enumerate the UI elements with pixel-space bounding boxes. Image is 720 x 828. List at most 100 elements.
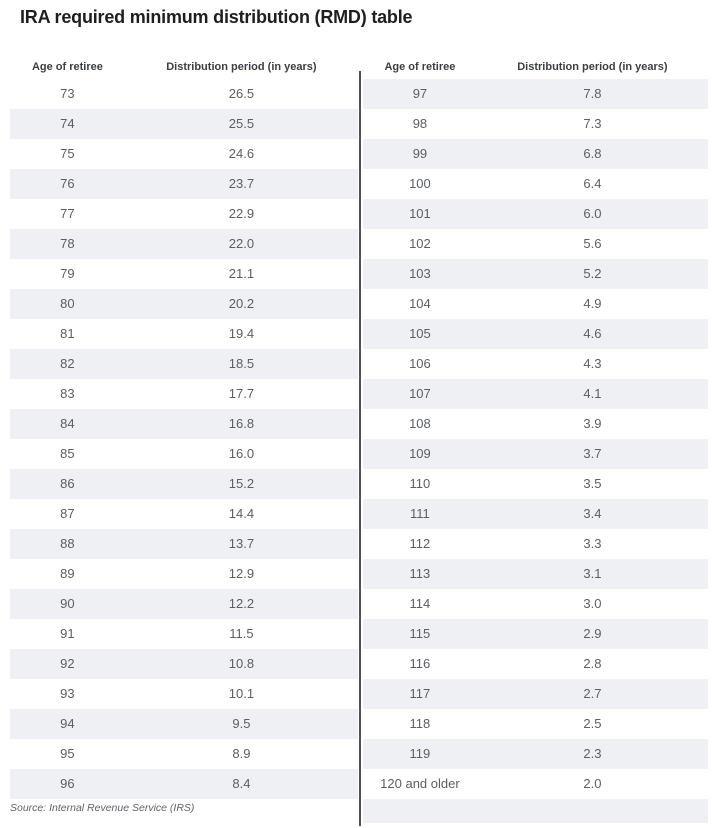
age-cell: 104 [409, 296, 431, 311]
table-row: 79 21.1 [10, 259, 358, 289]
period-cell: 3.4 [583, 506, 602, 521]
table-header-row: Age of retiree Distribution period (in ye… [363, 55, 708, 79]
age-cell: 79 [60, 266, 75, 281]
age-cell: 98 [412, 116, 428, 131]
age-cell: 101 [409, 206, 431, 221]
period-cell: 7.3 [583, 116, 602, 131]
empty-stripe-row [363, 799, 708, 823]
table-row: 88 13.7 [10, 529, 358, 559]
age-cell: 102 [409, 236, 431, 251]
period-cell: 10.1 [228, 686, 255, 701]
period-cell: 6.8 [583, 146, 602, 161]
period-cell: 6.0 [583, 206, 602, 221]
period-cell: 3.5 [583, 476, 602, 491]
age-cell: 92 [60, 656, 75, 671]
period-cell: 3.0 [583, 596, 602, 611]
period-column-header: Distribution period (in years) [517, 61, 668, 73]
table-row: 92 10.8 [10, 649, 358, 679]
table-row: 102 5.6 [363, 229, 708, 259]
age-cell: 78 [60, 236, 75, 251]
table-row: 103 5.2 [363, 259, 708, 289]
age-cell: 114 [409, 596, 431, 611]
age-cell: 91 [60, 626, 75, 641]
period-cell: 13.7 [228, 536, 255, 551]
period-cell: 2.9 [583, 626, 602, 641]
age-cell: 120 and older [380, 776, 460, 791]
period-cell: 4.9 [583, 296, 602, 311]
period-cell: 4.3 [583, 356, 602, 371]
table-row: 91 11.5 [10, 619, 358, 649]
age-cell: 108 [409, 416, 431, 431]
period-cell: 12.2 [228, 596, 255, 611]
age-cell: 90 [60, 596, 75, 611]
table-row: 89 12.9 [10, 559, 358, 589]
table-row: 106 4.3 [363, 349, 708, 379]
age-cell: 105 [409, 326, 431, 341]
rmd-table-right-panel: Age of retiree Distribution period (in ye… [363, 55, 708, 823]
table-row: 95 8.9 [10, 739, 358, 769]
period-cell: 3.3 [583, 536, 602, 551]
table-row: 80 20.2 [10, 289, 358, 319]
period-cell: 24.6 [228, 146, 255, 161]
age-cell: 112 [409, 536, 431, 551]
table-row: 100 6.4 [363, 169, 708, 199]
table-row: 76 23.7 [10, 169, 358, 199]
table-row: 110 3.5 [363, 469, 708, 499]
table-row: 87 14.4 [10, 499, 358, 529]
age-cell: 100 [409, 176, 431, 191]
age-cell: 107 [409, 386, 431, 401]
table-row: 74 25.5 [10, 109, 358, 139]
table-row: 73 26.5 [10, 79, 358, 109]
table-divider [359, 71, 361, 826]
age-cell: 116 [409, 656, 431, 671]
age-cell: 73 [60, 86, 75, 101]
period-column-header: Distribution period (in years) [166, 61, 317, 73]
table-row: 81 19.4 [10, 319, 358, 349]
period-cell: 3.9 [583, 416, 602, 431]
age-column-header: Age of retiree [31, 61, 103, 73]
age-cell: 93 [60, 686, 75, 701]
period-cell: 2.3 [583, 746, 602, 761]
table-row: 96 8.4 [10, 769, 358, 799]
age-cell: 97 [412, 86, 428, 101]
period-cell: 26.5 [228, 86, 255, 101]
table-row: 120 and older 2.0 [363, 769, 708, 799]
age-cell: 89 [60, 566, 75, 581]
period-cell: 16.8 [228, 416, 255, 431]
age-cell: 87 [60, 506, 75, 521]
table-header-row: Age of retiree Distribution period (in ye… [10, 55, 358, 79]
table-row: 77 22.9 [10, 199, 358, 229]
page-title: IRA required minimum distribution (RMD) … [20, 7, 413, 27]
period-cell: 25.5 [228, 116, 255, 131]
table-row: 112 3.3 [363, 529, 708, 559]
table-row: 94 9.5 [10, 709, 358, 739]
table-row: 115 2.9 [363, 619, 708, 649]
age-column-header: Age of retiree [384, 61, 456, 73]
table-row: 101 6.0 [363, 199, 708, 229]
period-cell: 22.0 [228, 236, 255, 251]
age-cell: 74 [60, 116, 75, 131]
table-row: 98 7.3 [363, 109, 708, 139]
table-row: 118 2.5 [363, 709, 708, 739]
age-cell: 99 [412, 146, 428, 161]
table-row: 111 3.4 [363, 499, 708, 529]
table-row: 97 7.8 [363, 79, 708, 109]
age-cell: 84 [60, 416, 75, 431]
age-cell: 94 [60, 716, 75, 731]
age-cell: 82 [60, 356, 75, 371]
period-cell: 23.7 [228, 176, 255, 191]
table-row: 114 3.0 [363, 589, 708, 619]
table-row: 119 2.3 [363, 739, 708, 769]
age-cell: 103 [409, 266, 431, 281]
age-cell: 96 [60, 776, 75, 791]
table-row: 93 10.1 [10, 679, 358, 709]
table-row: 78 22.0 [10, 229, 358, 259]
period-cell: 2.5 [583, 716, 602, 731]
table-row: 116 2.8 [363, 649, 708, 679]
age-cell: 77 [60, 206, 75, 221]
period-cell: 8.9 [232, 746, 251, 761]
age-cell: 115 [409, 626, 431, 641]
age-cell: 81 [60, 326, 75, 341]
period-cell: 17.7 [228, 386, 255, 401]
